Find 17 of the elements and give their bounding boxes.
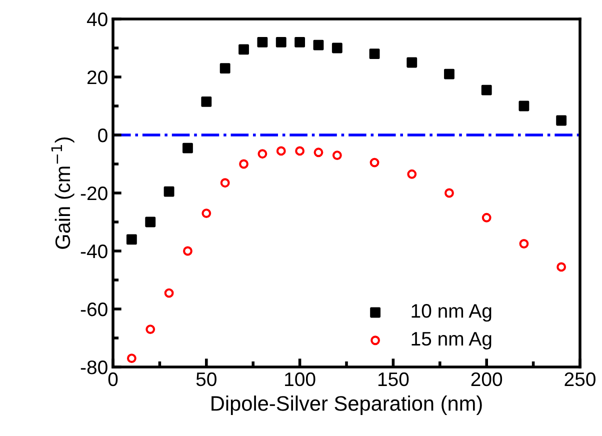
x-tick-label: 100 bbox=[285, 372, 316, 386]
x-tick-label: 250 bbox=[564, 372, 596, 386]
y-tick-label: -80 bbox=[80, 360, 108, 374]
x-tick-label: 150 bbox=[378, 372, 409, 386]
y-tick-label: -40 bbox=[80, 244, 108, 258]
legend-label: 15 nm Ag bbox=[412, 332, 492, 350]
y-tick-label: -20 bbox=[80, 186, 108, 200]
x-tick-label: 50 bbox=[196, 372, 216, 386]
x-tick-label: 0 bbox=[108, 372, 118, 386]
x-tick-label: 200 bbox=[471, 372, 502, 386]
x-axis-title: Dipole-Silver Separation (nm) bbox=[212, 396, 482, 415]
y-tick-label: 40 bbox=[86, 12, 108, 26]
y-tick-label: -60 bbox=[80, 302, 108, 316]
legend-label: 10 nm Ag bbox=[412, 304, 492, 322]
y-tick-label: 20 bbox=[87, 70, 108, 84]
y-tick-label: 0 bbox=[98, 128, 108, 142]
y-axis-title: Gain (cm$^{−1}$) bbox=[51, 137, 74, 249]
